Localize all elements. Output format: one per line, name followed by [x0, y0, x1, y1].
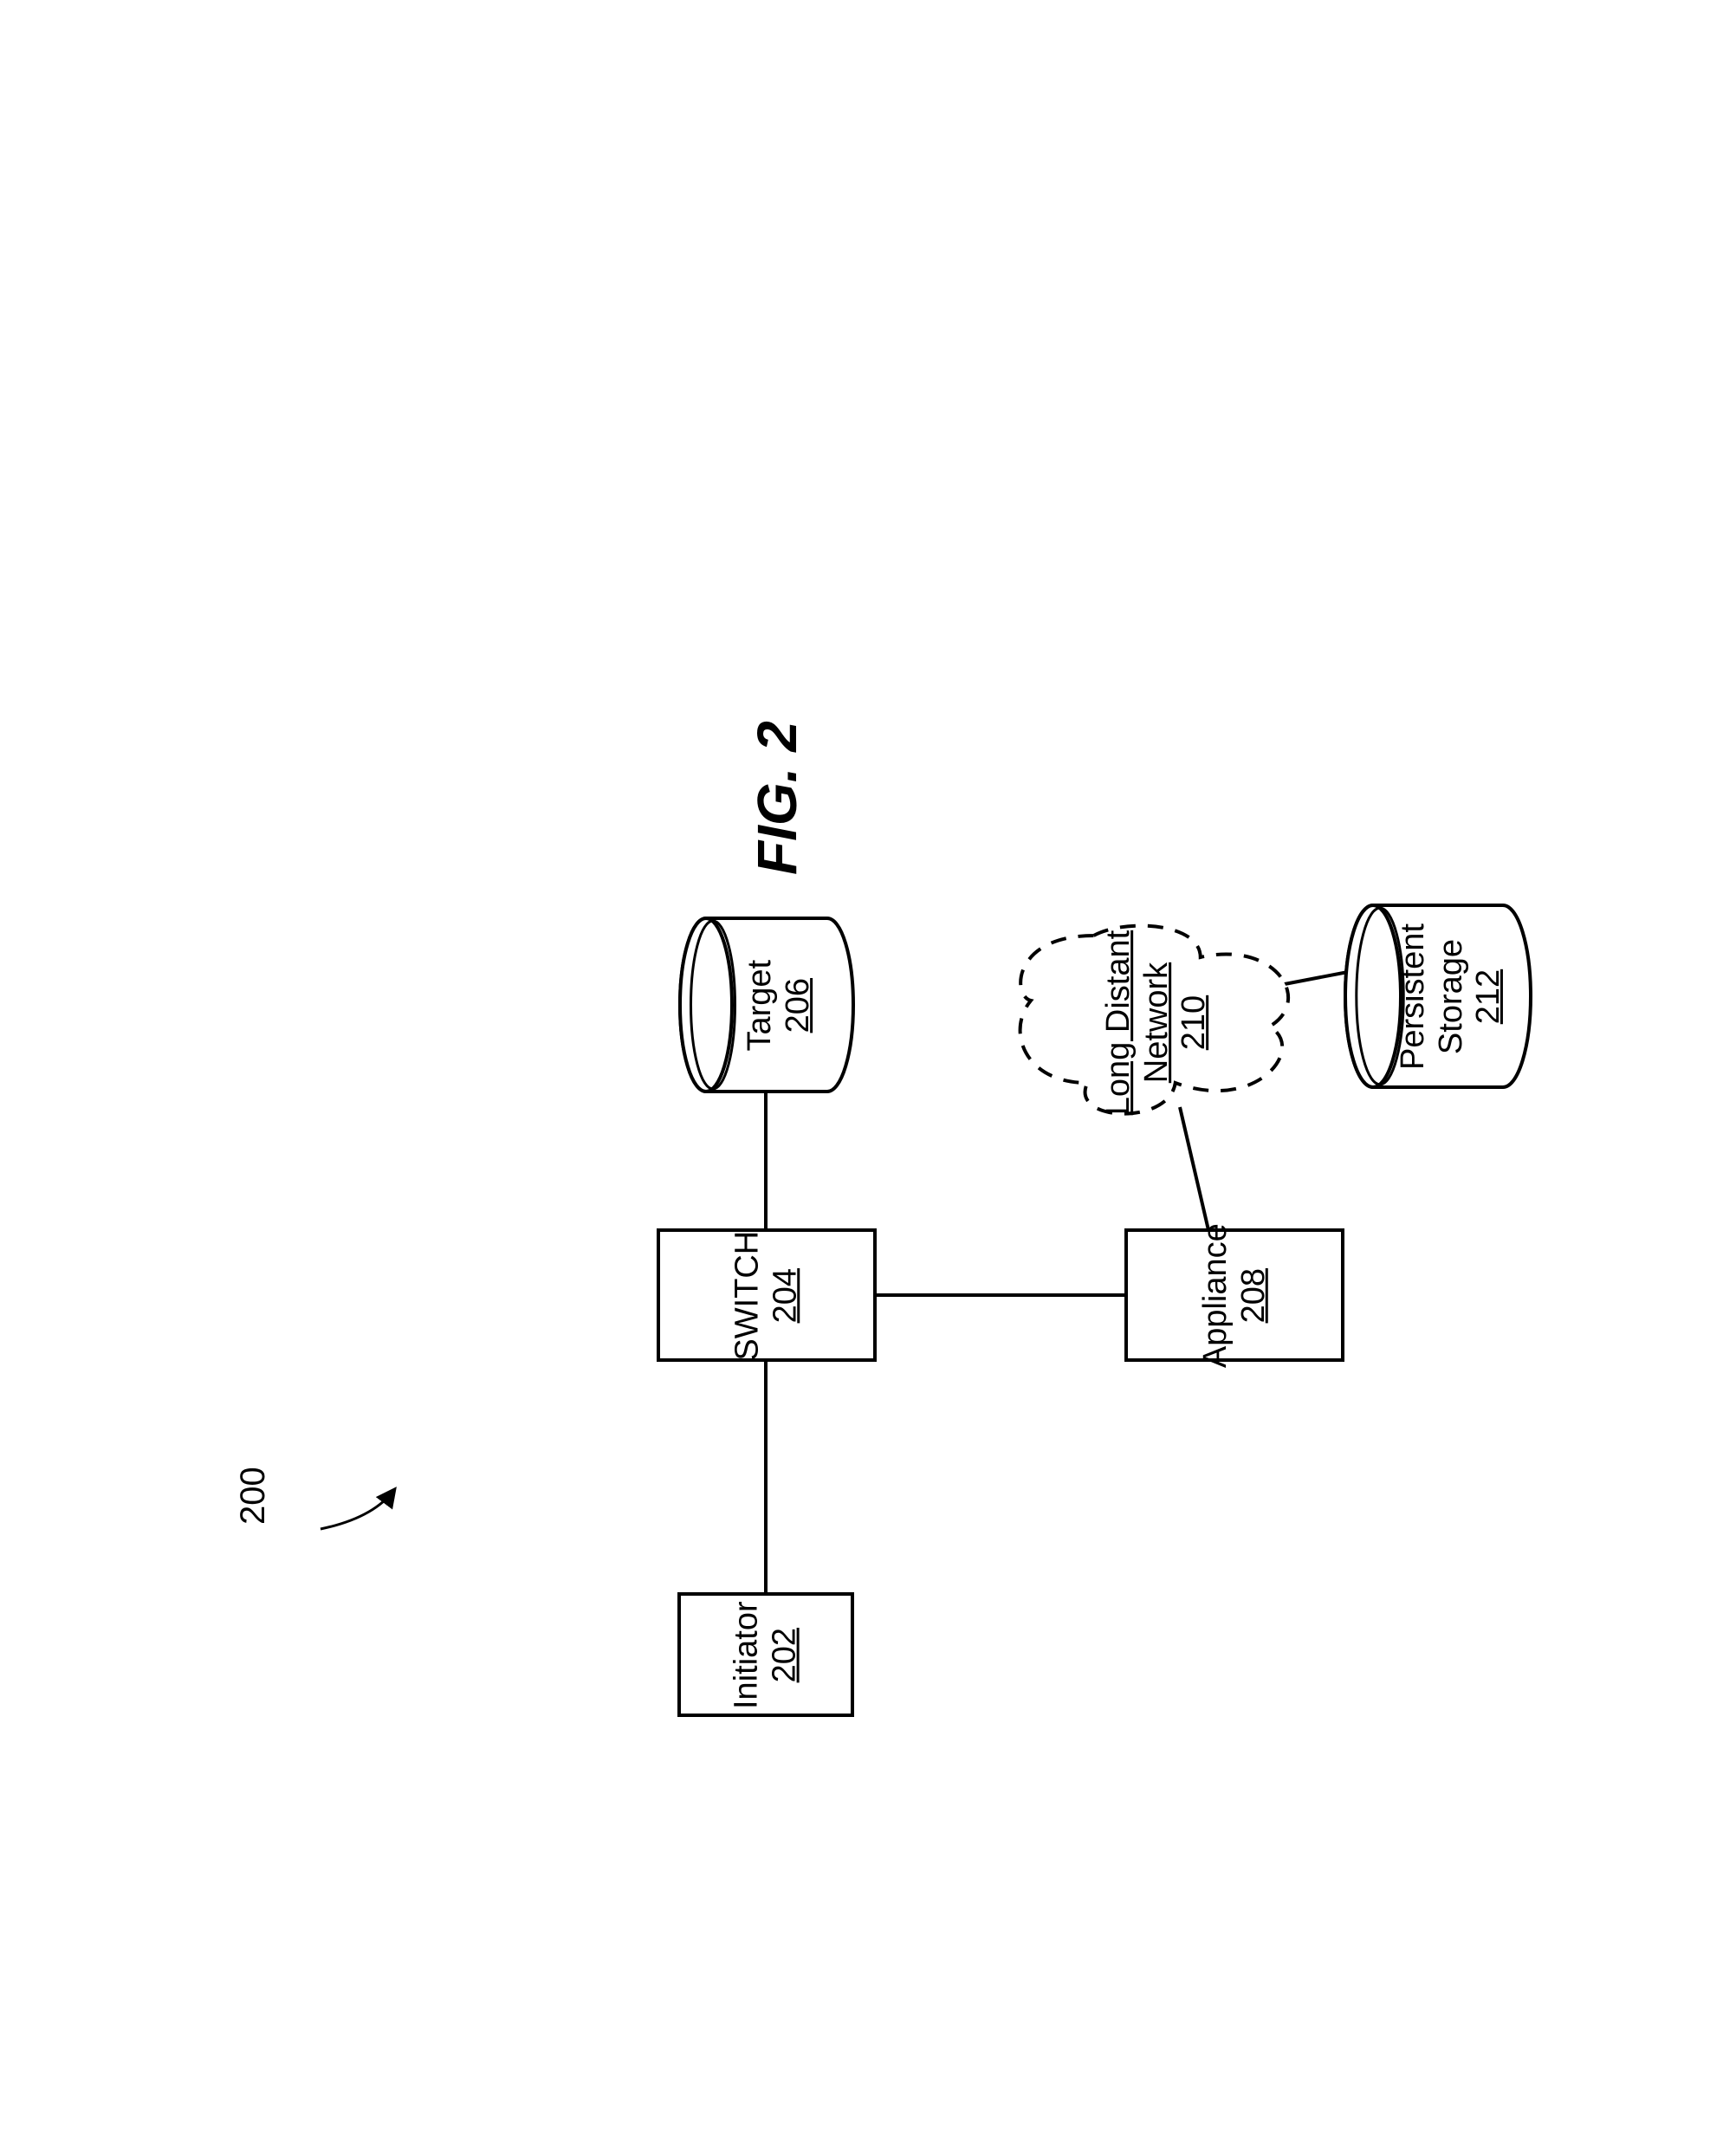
switch-label: SWITCH204	[729, 1230, 804, 1360]
appliance-label: Appliance208	[1196, 1223, 1272, 1368]
figure-caption-text: FIG. 2	[746, 721, 808, 875]
figure-ref-200: 200	[234, 1467, 273, 1525]
figure-ref-200-text: 200	[234, 1467, 272, 1525]
diagram-canvas: 200 Initiator202 SWITCH204 Appliance208 …	[0, 0, 1736, 2138]
storage-label: PersistentStorage212	[1394, 923, 1507, 1070]
network-label: Long DistantNetwork210	[1100, 930, 1214, 1114]
figure-caption: FIG. 2	[745, 721, 809, 875]
initiator-label: Initiator202	[728, 1601, 803, 1709]
target-label: Target206	[742, 959, 817, 1051]
